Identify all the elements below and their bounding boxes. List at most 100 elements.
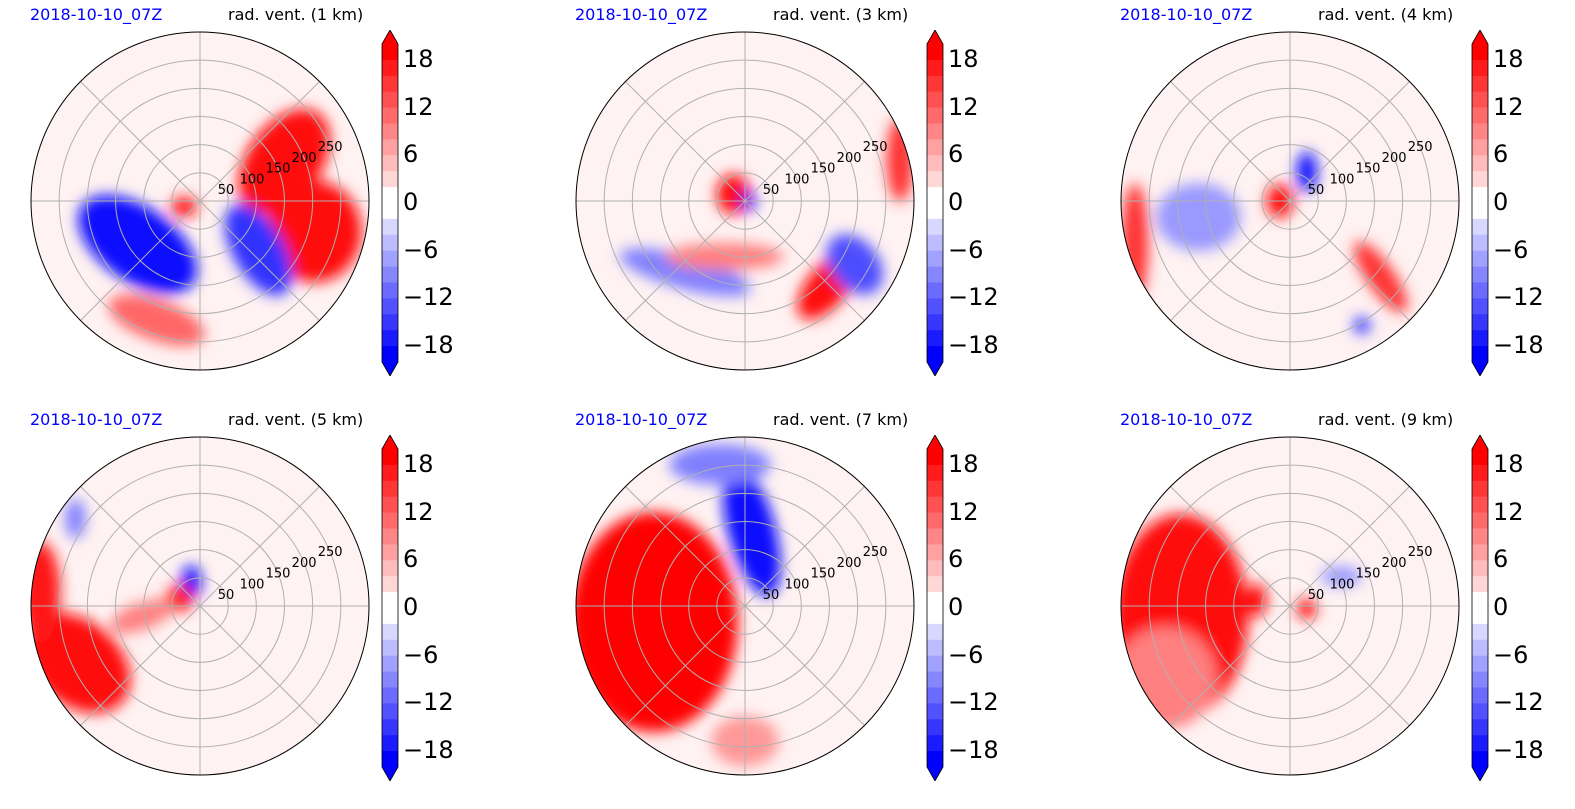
colorbar-segment	[927, 314, 943, 331]
colorbar-outline	[1471, 30, 1489, 376]
outflow-region	[31, 541, 61, 643]
colorbar-segment	[1472, 544, 1488, 561]
radial-tick-label: 200	[292, 151, 317, 166]
panel-9km: 2018-10-10_07Z rad. vent. (9 km) 50 100 15…	[1090, 410, 1575, 805]
azimuth-spoke	[199, 81, 320, 202]
colorbar-segment	[1472, 655, 1488, 673]
colorbar-segment	[382, 655, 398, 673]
colorbar-segment	[1472, 314, 1488, 331]
colorbar-segment	[382, 298, 398, 315]
colorbar-segment	[1472, 298, 1488, 315]
colorbar	[381, 30, 399, 376]
colorbar-segment	[927, 59, 943, 77]
panel-title: rad. vent. (5 km)	[228, 410, 364, 429]
radial-tick-label: 200	[292, 556, 317, 571]
colorbar-segment	[927, 330, 943, 347]
colorbar-segment	[1472, 735, 1488, 752]
azimuth-spoke	[80, 200, 201, 321]
colorbar-tick-label: −12	[948, 283, 999, 312]
outflow-region	[1246, 583, 1267, 618]
panel-date: 2018-10-10_07Z	[1120, 410, 1253, 429]
panel-date: 2018-10-10_07Z	[575, 5, 708, 24]
colorbar-tick-label: 6	[948, 545, 964, 574]
colorbar-segment	[382, 155, 398, 172]
outflow-region	[886, 117, 914, 202]
outflow-region	[109, 599, 174, 634]
colorbar-tick-label: −6	[403, 235, 439, 264]
radial-tick-label: 200	[1382, 556, 1407, 571]
radial-tick-label: 50	[218, 588, 235, 603]
colorbar-segment	[382, 480, 398, 498]
colorbar-segment	[1472, 250, 1488, 268]
radial-tick-label: 250	[318, 545, 343, 560]
colorbar-tick-label: 18	[948, 44, 979, 73]
radial-tick-label: 200	[1382, 151, 1407, 166]
colorbar-outline	[381, 30, 399, 376]
colorbar-segment	[927, 346, 943, 363]
radial-tick-label: 50	[1308, 588, 1325, 603]
colorbar-segment	[382, 703, 398, 720]
colorbar-segment	[1472, 449, 1488, 466]
colorbar-tick-label: −12	[1493, 283, 1544, 312]
radial-tick-label: 150	[811, 162, 836, 177]
inflow-region	[1156, 183, 1241, 251]
colorbar-segment	[927, 480, 943, 498]
colorbar	[381, 435, 399, 781]
colorbar-segment	[927, 751, 943, 768]
colorbar-extend-min	[382, 767, 398, 781]
colorbar-segment	[927, 91, 943, 109]
colorbar-segment	[382, 139, 398, 156]
colorbar-outline	[926, 435, 944, 781]
colorbar-segment	[1472, 560, 1488, 577]
colorbar-segment	[1472, 592, 1488, 609]
colorbar-segment	[382, 250, 398, 268]
panel-date: 2018-10-10_07Z	[30, 410, 163, 429]
colorbar-segment	[1472, 44, 1488, 61]
colorbar-tick-label: −12	[1493, 688, 1544, 717]
colorbar-segment	[927, 449, 943, 466]
colorbar-segment	[382, 330, 398, 347]
colorbar-segment	[927, 496, 943, 514]
radial-tick-label: 150	[266, 162, 291, 177]
panel-4km: 2018-10-10_07Z rad. vent. (4 km) 50 100 15…	[1090, 5, 1575, 400]
radial-tick-label: 50	[1308, 183, 1325, 198]
colorbar-segment	[927, 155, 943, 172]
colorbar-segment	[927, 703, 943, 720]
radial-tick-label: 250	[1408, 545, 1433, 560]
colorbar	[1471, 30, 1489, 376]
colorbar-tick-label: −12	[403, 283, 454, 312]
colorbar	[926, 435, 944, 781]
colorbar-segment	[1472, 639, 1488, 657]
colorbar-segment	[927, 107, 943, 124]
outflow-region	[1121, 627, 1217, 729]
azimuth-spoke	[1170, 605, 1291, 726]
inflow-region	[78, 195, 198, 294]
colorbar-extend-min	[1472, 362, 1488, 376]
outflow-region	[170, 196, 198, 217]
colorbar-segment	[382, 512, 398, 529]
azimuth-spoke	[625, 486, 746, 607]
radial-tick-label: 100	[785, 172, 810, 187]
azimuth-spoke	[80, 486, 201, 607]
azimuth-spoke	[1289, 81, 1410, 202]
radial-tick-label: 150	[1356, 162, 1381, 177]
colorbar-segment	[927, 655, 943, 673]
colorbar-segment	[927, 218, 943, 236]
panel-1km: 2018-10-10_07Z rad. vent. (1 km) 50 100 15…	[0, 5, 520, 400]
colorbar-tick-label: 0	[403, 593, 419, 621]
colorbar-extend-min	[927, 362, 943, 376]
colorbar-segment	[1472, 608, 1488, 625]
colorbar-segment	[1472, 123, 1488, 140]
plot-outline	[30, 436, 370, 776]
colorbar-segment	[927, 250, 943, 268]
radial-tick-label: 100	[240, 172, 265, 187]
colorbar-segment	[382, 544, 398, 561]
outflow-region	[576, 512, 738, 732]
colorbar-segment	[1472, 75, 1488, 93]
colorbar-segment	[1472, 464, 1488, 482]
radial-tick-label: 50	[218, 183, 235, 198]
colorbar-tick-label: 18	[948, 449, 979, 478]
colorbar-segment	[927, 719, 943, 736]
